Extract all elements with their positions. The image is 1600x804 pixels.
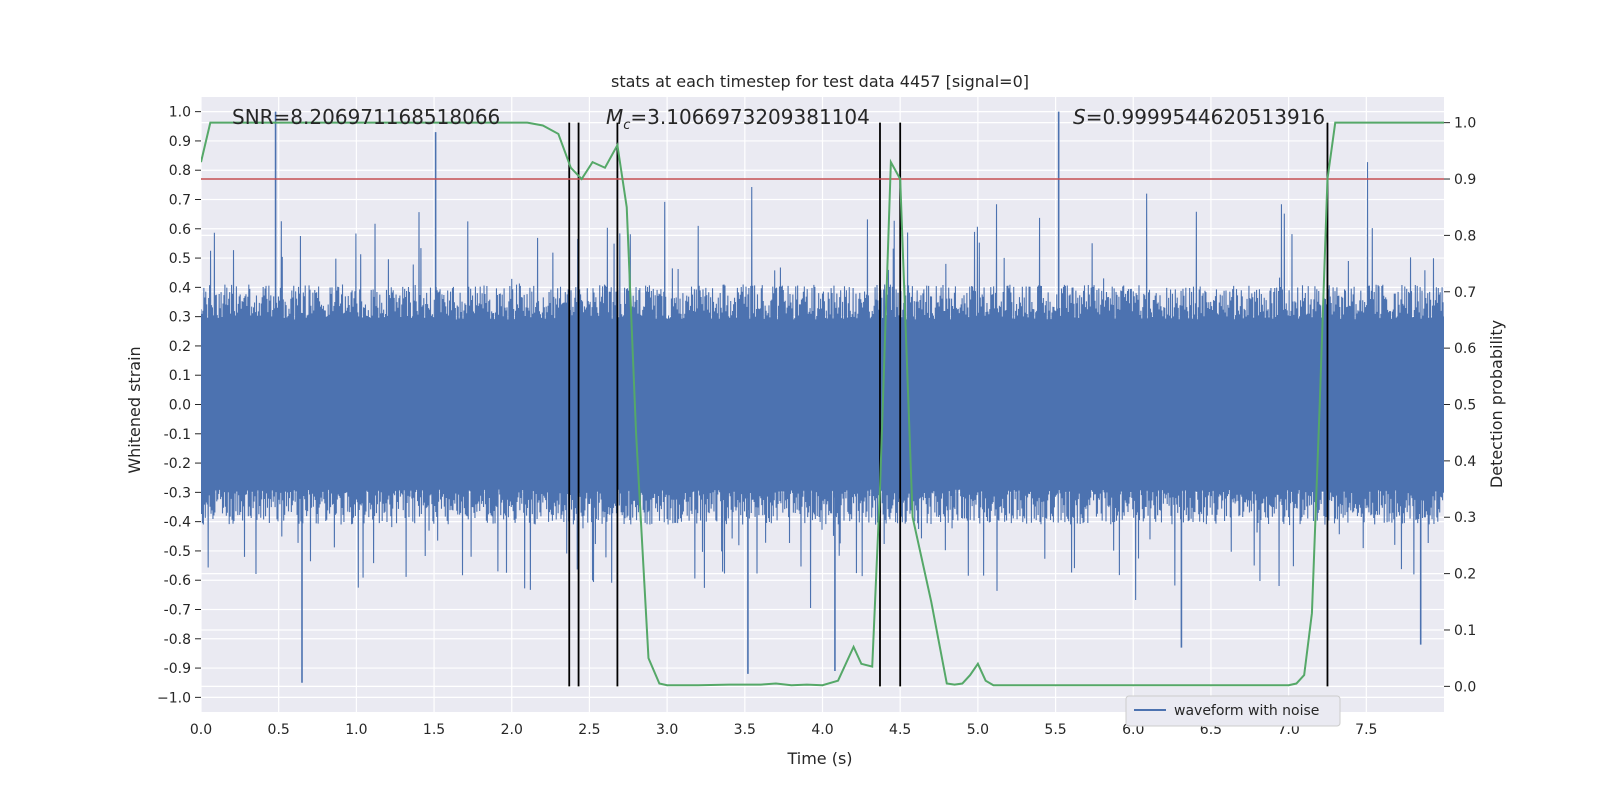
right-axis-label: Detection probability (1487, 320, 1506, 488)
x-tick-label: 2.5 (578, 722, 600, 738)
legend: waveform with noise (1125, 695, 1341, 727)
waveform-core (201, 331, 1444, 478)
x-tick-label: 0.0 (190, 722, 212, 738)
y-tick-label: -0.7 (164, 603, 191, 619)
x-tick-label: 1.5 (423, 722, 445, 738)
y-tick-label: -0.5 (164, 544, 191, 560)
right-tick-label: 0.9 (1454, 172, 1476, 188)
y-tick-label: -0.3 (164, 485, 191, 501)
y-tick-label: −1.0 (157, 690, 191, 706)
x-axis-label: Time (s) (786, 749, 852, 768)
right-tick-label: 0.1 (1454, 623, 1476, 639)
right-tick-label: 1.0 (1454, 116, 1476, 132)
right-tick-label: 0.7 (1454, 285, 1476, 301)
s-annotation: S=0.9999544620513916 (1073, 105, 1325, 129)
right-tick-label: 0.3 (1454, 510, 1476, 526)
right-axis-ticks: 1.0 0.9 0.8 0.7 0.6 0.5 0.4 0.3 0.2 0.1 0.0 (1444, 116, 1476, 695)
x-tick-label: 5.5 (1044, 722, 1066, 738)
y-tick-label: 0.8 (169, 163, 191, 179)
chart-title: stats at each timestep for test data 445… (611, 72, 1029, 91)
y-tick-label: 0.3 (169, 310, 191, 326)
chirp-mass-value: =3.1066973209381104 (630, 105, 869, 129)
marker-lines (568, 122, 1329, 687)
x-tick-label: 7.5 (1355, 722, 1377, 738)
x-tick-label: 4.5 (889, 722, 911, 738)
right-tick-label: 0.5 (1454, 398, 1476, 414)
x-tick-label: 1.0 (345, 722, 367, 738)
y-tick-label: -0.8 (164, 632, 191, 648)
y-tick-label: 0.2 (169, 339, 191, 355)
right-tick-label: 0.2 (1454, 567, 1476, 583)
y-tick-label: 0.4 (169, 280, 191, 296)
x-tick-label: 0.5 (268, 722, 290, 738)
x-tick-label: 3.5 (734, 722, 756, 738)
y-axis-ticks: 1.0 0.9 0.8 0.7 0.6 0.5 0.4 0.3 0.2 0.1 0.0 -0.1 -0.… (157, 105, 201, 706)
y-tick-label: -0.4 (164, 515, 191, 531)
chirp-mass-annotation: Mc=3.1066973209381104 (606, 105, 870, 133)
chirp-mass-symbol: M (606, 105, 623, 129)
chirp-mass-subscript: c (623, 118, 630, 133)
y-axis-label: Whitened strain (125, 346, 144, 473)
x-tick-label: 5.0 (967, 722, 989, 738)
y-tick-label: -0.6 (164, 573, 191, 589)
y-tick-label: 0.9 (169, 134, 191, 150)
y-tick-label: 0.7 (169, 193, 191, 209)
x-tick-label: 3.0 (656, 722, 678, 738)
waveform-series (201, 111, 1444, 683)
right-tick-label: 0.0 (1454, 679, 1476, 695)
y-tick-label: 1.0 (169, 105, 191, 121)
s-symbol: S (1073, 105, 1086, 129)
x-tick-label: 4.0 (811, 722, 833, 738)
y-tick-label: -0.2 (164, 456, 191, 472)
y-tick-label: -0.9 (164, 661, 191, 677)
snr-annotation: SNR=8.206971168518066 (232, 105, 500, 129)
right-tick-label: 0.6 (1454, 341, 1476, 357)
right-tick-label: 0.8 (1454, 228, 1476, 244)
y-tick-label: 0.0 (169, 398, 191, 414)
legend-label: waveform with noise (1174, 703, 1319, 719)
right-tick-label: 0.4 (1454, 454, 1476, 470)
legend-box (1125, 695, 1341, 727)
y-tick-label: 0.5 (169, 251, 191, 267)
y-tick-label: 0.1 (169, 368, 191, 384)
y-tick-label: -0.1 (164, 427, 191, 443)
x-tick-label: 2.0 (501, 722, 523, 738)
y-tick-label: 0.6 (169, 222, 191, 238)
detection-probability-line (201, 121, 1444, 687)
s-value: =0.9999544620513916 (1086, 105, 1325, 129)
